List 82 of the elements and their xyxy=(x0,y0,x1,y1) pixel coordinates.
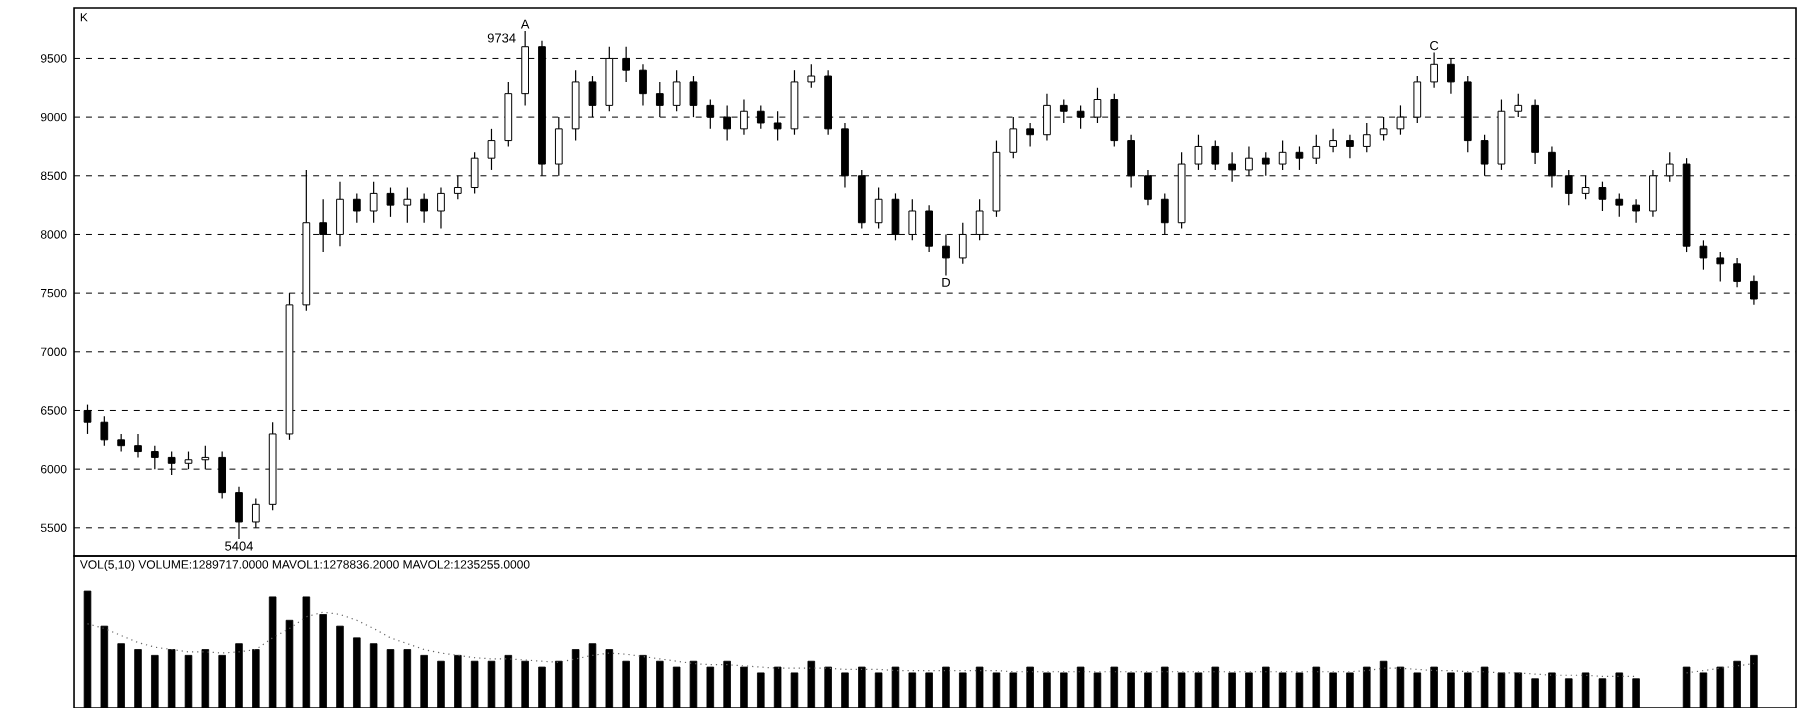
candlestick xyxy=(958,221,967,265)
candlestick xyxy=(723,104,732,141)
candlestick xyxy=(1531,98,1539,165)
candlestick xyxy=(1632,198,1640,223)
candlestick xyxy=(1228,151,1236,182)
candlestick xyxy=(554,116,563,177)
candlestick xyxy=(1362,122,1371,153)
candlestick xyxy=(773,110,782,141)
candlestick xyxy=(689,75,698,118)
candlestick xyxy=(100,415,109,446)
candlestick xyxy=(403,186,412,223)
candlestick xyxy=(1413,75,1422,124)
candlestick xyxy=(807,63,816,88)
candlestick xyxy=(487,127,496,171)
candlestick xyxy=(420,192,429,223)
candlestick xyxy=(571,69,580,141)
candlestick xyxy=(369,180,378,223)
candlestick xyxy=(1615,192,1624,218)
candlestick xyxy=(942,233,950,276)
candlestick xyxy=(908,198,917,241)
candlestick xyxy=(1514,92,1523,118)
candlestick xyxy=(1127,133,1135,188)
candlestick xyxy=(1665,151,1674,182)
candlestick xyxy=(1329,127,1337,153)
candlestick xyxy=(1581,174,1590,200)
candlestick xyxy=(386,186,395,218)
candlestick xyxy=(1009,116,1018,159)
candlestick xyxy=(150,444,159,470)
candlestick xyxy=(1598,180,1607,212)
candlestick xyxy=(857,168,866,229)
candlestick xyxy=(1076,104,1085,130)
candlestick xyxy=(1699,239,1708,270)
candlestick xyxy=(1194,133,1203,171)
candlestick xyxy=(1059,98,1068,124)
candlestick xyxy=(756,104,765,130)
candlestick xyxy=(1733,256,1741,288)
candlestick xyxy=(1261,151,1270,177)
candlestick xyxy=(1480,133,1489,177)
candlestick xyxy=(336,180,344,247)
candlestick xyxy=(1379,116,1388,141)
candlestick xyxy=(622,45,631,83)
candlestick xyxy=(504,80,513,147)
candlestick xyxy=(201,444,210,470)
candlestick xyxy=(1396,104,1405,135)
candlestick xyxy=(1716,251,1725,282)
candlestick xyxy=(975,198,984,241)
candlestick xyxy=(453,174,462,200)
candlestick xyxy=(655,80,664,118)
candlestick xyxy=(1564,168,1573,206)
candlestick xyxy=(740,98,748,135)
candlestick xyxy=(1312,133,1321,165)
candlestick xyxy=(639,63,647,106)
candlestick xyxy=(841,122,849,188)
candlestick xyxy=(1093,86,1102,124)
candlestick xyxy=(790,69,799,135)
candlestick xyxy=(1346,133,1354,159)
candlestick xyxy=(874,186,883,229)
candlestick xyxy=(1160,192,1169,235)
candlestick xyxy=(218,450,227,499)
candlestick xyxy=(1043,92,1051,141)
candlestick xyxy=(1548,145,1556,188)
candlestick xyxy=(167,450,176,476)
candlestick xyxy=(1211,139,1220,171)
candlestick xyxy=(83,403,92,435)
candlestick xyxy=(672,69,681,112)
candlestick xyxy=(1144,168,1152,206)
candlestick xyxy=(470,151,479,194)
candlestick xyxy=(891,192,900,241)
candlestick xyxy=(588,75,597,118)
candlestick xyxy=(352,192,361,223)
candlestick xyxy=(1750,274,1758,306)
candlestick xyxy=(1110,92,1119,147)
candlestick xyxy=(925,204,933,253)
candlestick xyxy=(134,432,142,458)
candlestick xyxy=(1295,145,1304,171)
candlestick xyxy=(1278,139,1287,171)
candlestick xyxy=(437,186,445,229)
candlestick xyxy=(319,198,328,253)
candlestick xyxy=(706,98,715,130)
candlestick xyxy=(1245,145,1253,177)
candlestick xyxy=(1026,122,1034,147)
candlestick xyxy=(1649,168,1657,218)
